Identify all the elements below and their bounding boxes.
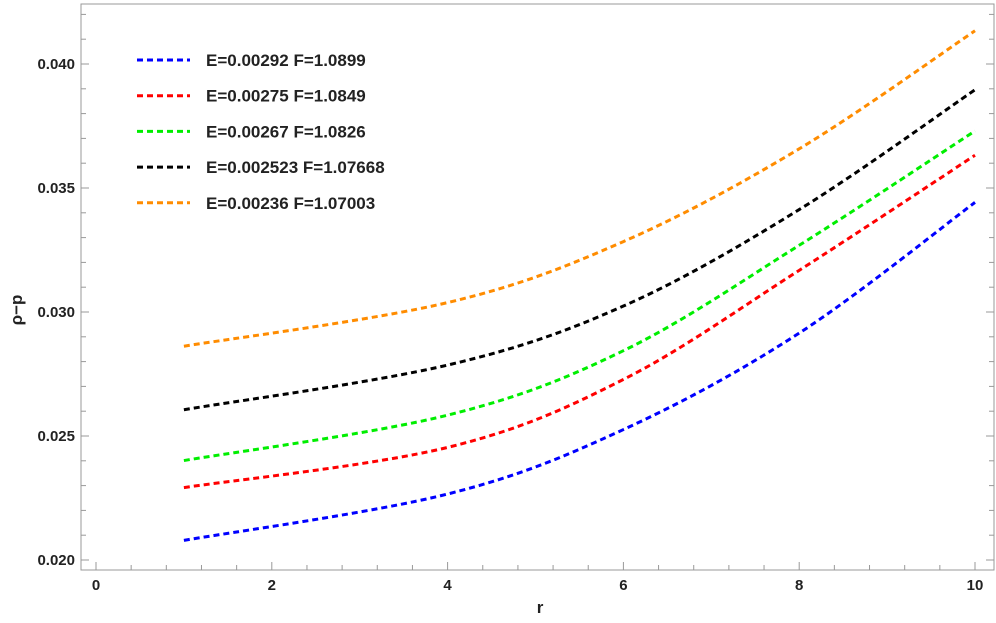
x-tick-label: 0 xyxy=(92,577,100,594)
x-tick-label: 2 xyxy=(268,577,276,594)
x-tick-label: 10 xyxy=(967,577,984,594)
series-line xyxy=(183,29,976,348)
y-tick-label: 0.025 xyxy=(37,428,75,445)
series-lines xyxy=(183,29,976,542)
series-line xyxy=(183,129,976,463)
y-axis-label: ρ−p xyxy=(7,295,26,326)
axes: 0 2 4 6 8 10 0.020 0.025 0.030 0.035 0.040 xyxy=(37,3,995,594)
x-tick-label: 4 xyxy=(443,577,452,594)
legend-label: E=0.00236 F=1.07003 xyxy=(206,194,375,213)
y-tick-label: 0.035 xyxy=(37,180,75,197)
series-line xyxy=(183,88,976,412)
y-tick-label: 0.040 xyxy=(37,56,75,73)
x-tick-label: 6 xyxy=(619,577,627,594)
series-line xyxy=(183,201,976,542)
y-tick-label: 0.030 xyxy=(37,304,75,321)
legend-label: E=0.002523 F=1.07668 xyxy=(206,158,385,177)
legend-label: E=0.00275 F=1.0849 xyxy=(206,87,366,106)
legend-label: E=0.00292 F=1.0899 xyxy=(206,51,366,70)
x-axis-label: r xyxy=(537,598,544,617)
x-tick-label: 8 xyxy=(795,577,803,594)
legend-label: E=0.00267 F=1.0826 xyxy=(206,122,366,141)
y-tick-label: 0.020 xyxy=(37,552,75,569)
series-line xyxy=(183,154,976,490)
legend: E=0.00292 F=1.0899 E=0.00275 F=1.0849 E=0.… xyxy=(137,51,385,213)
